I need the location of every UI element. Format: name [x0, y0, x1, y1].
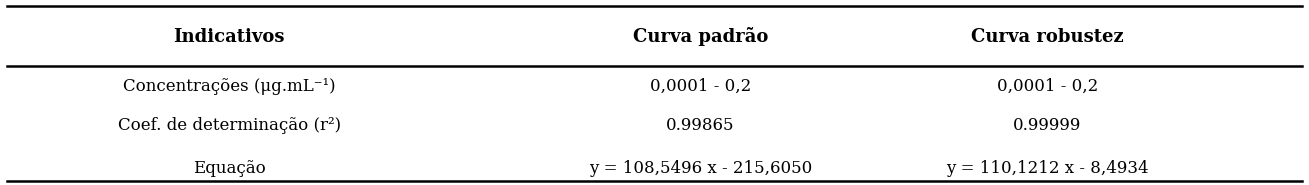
Text: Coef. de determinação (r²): Coef. de determinação (r²)	[118, 117, 340, 134]
Text: y = 108,5496 x - 215,6050: y = 108,5496 x - 215,6050	[589, 160, 812, 177]
Text: 0,0001 - 0,2: 0,0001 - 0,2	[996, 78, 1098, 95]
Text: Concentrações (μg.mL⁻¹): Concentrações (μg.mL⁻¹)	[123, 78, 335, 95]
Text: 0.99865: 0.99865	[666, 117, 734, 134]
Text: Indicativos: Indicativos	[173, 28, 285, 46]
Text: y = 110,1212 x - 8,4934: y = 110,1212 x - 8,4934	[946, 160, 1148, 177]
Text: 0,0001 - 0,2: 0,0001 - 0,2	[649, 78, 751, 95]
Text: Curva padrão: Curva padrão	[632, 28, 768, 46]
Text: 0.99999: 0.99999	[1013, 117, 1081, 134]
Text: Curva robustez: Curva robustez	[971, 28, 1123, 46]
Text: Equação: Equação	[192, 160, 266, 177]
